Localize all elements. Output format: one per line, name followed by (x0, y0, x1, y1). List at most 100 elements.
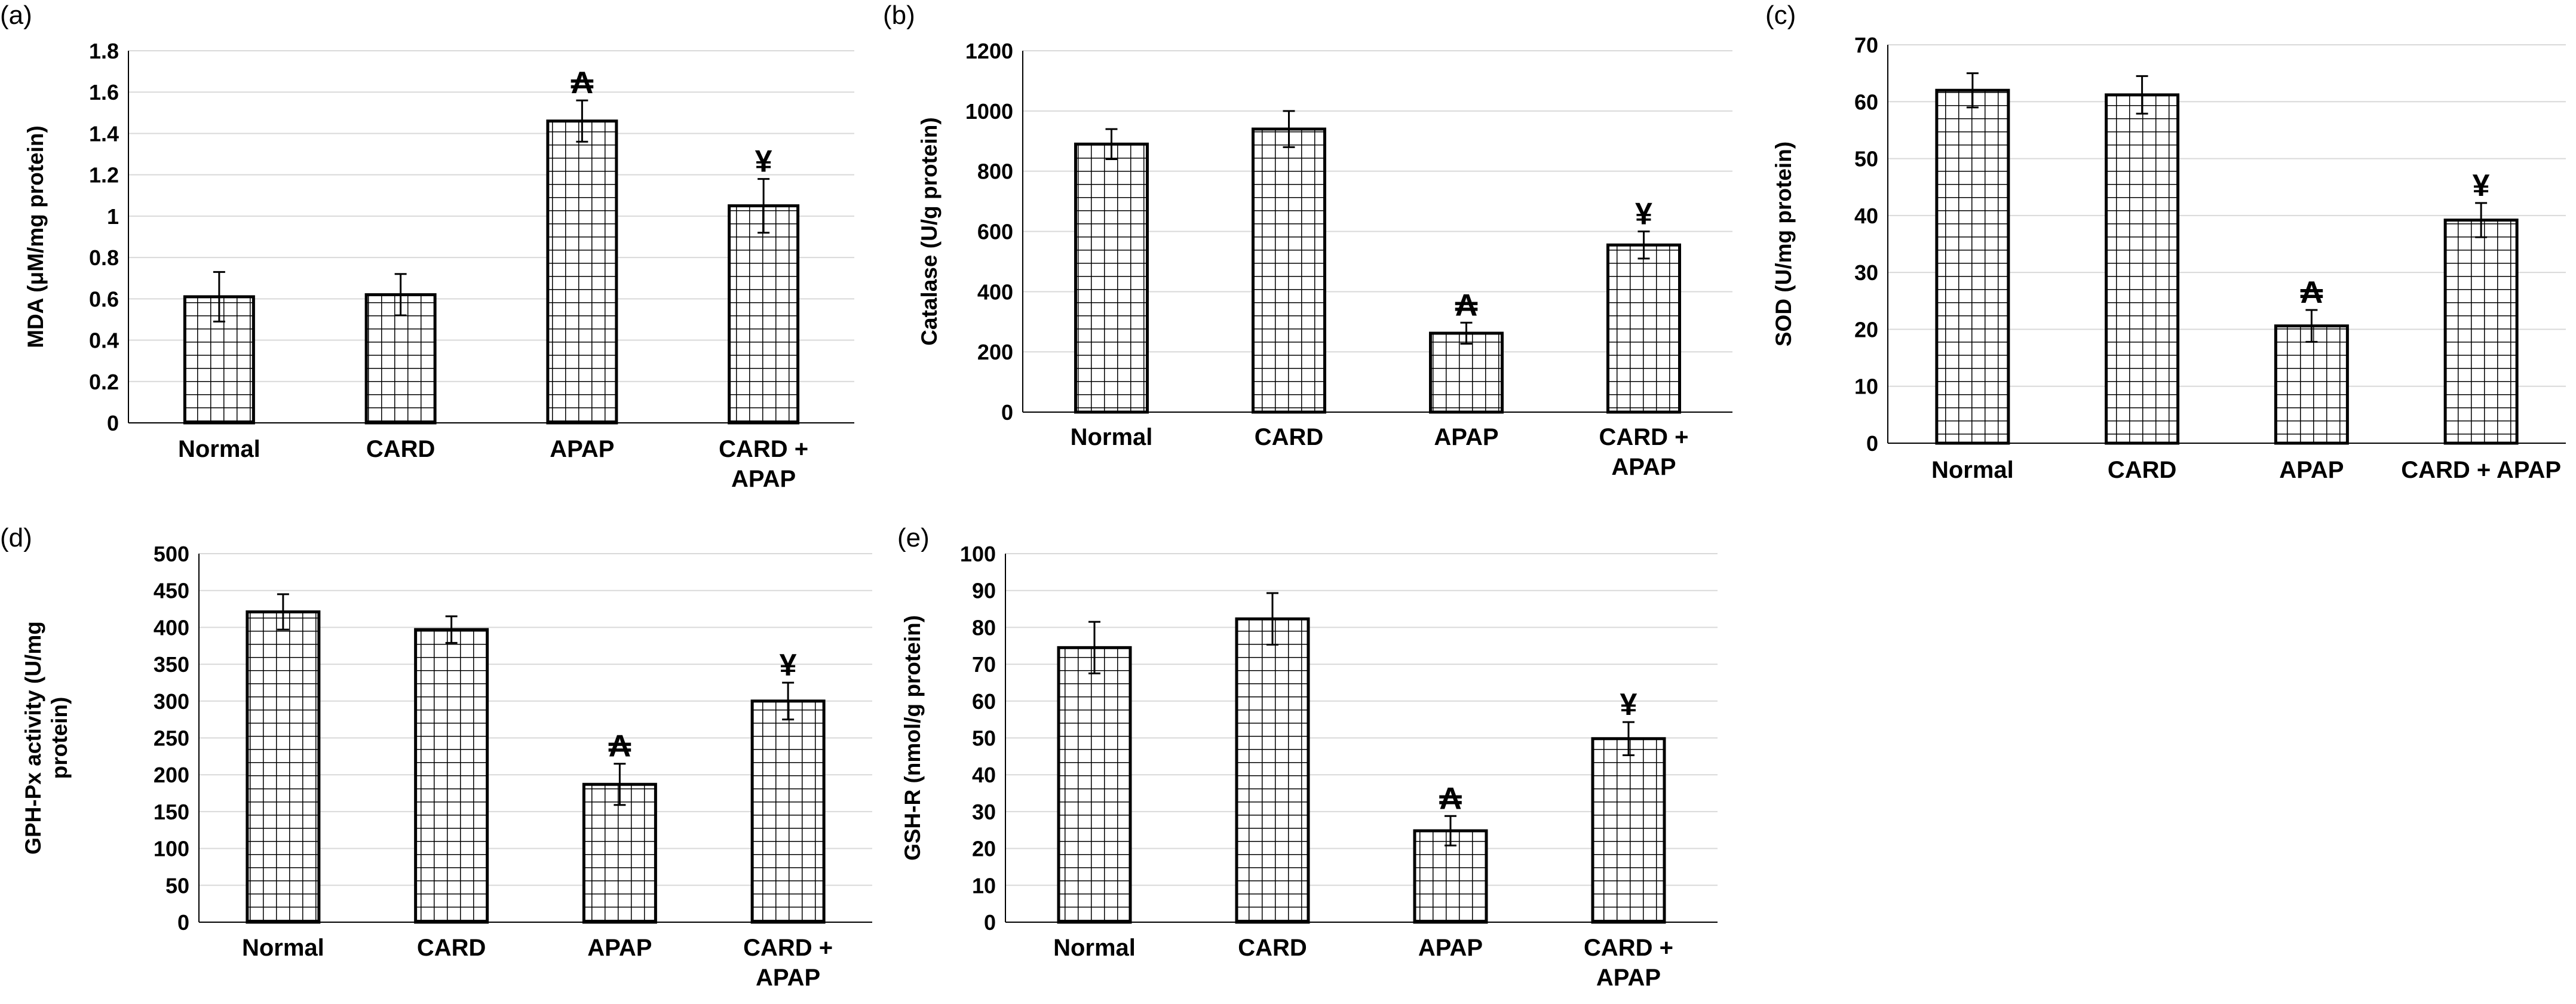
y-tick-label: 500 (154, 542, 189, 566)
y-tick-label: 1 (107, 204, 119, 229)
y-axis-title-line: GPH-Px activity (U/mg (21, 621, 45, 855)
category-label: Normal (1931, 457, 2014, 483)
panel-label: (a) (0, 1, 32, 30)
panel-b: (b) 0 200 400 600 800 1000 1200 Catalase (U/g p… (883, 1, 1732, 480)
y-axis-title: Catalase (U/g protein) (917, 117, 942, 345)
y-axis-title-line: protein) (47, 697, 72, 779)
bar (546, 119, 618, 425)
y-tick-label: 50 (972, 726, 996, 751)
panel-label: (c) (1765, 1, 1796, 30)
bar (2105, 93, 2180, 445)
y-axis-title-line: GSH-R (nmol/g protein) (900, 615, 925, 861)
panel-d: (d) 0 50 100 150 200 250 300 350 400 450 500 GPH-Px… (0, 523, 872, 991)
bar (1235, 617, 1310, 924)
chart-gph-px: 0 50 100 150 200 250 300 350 400 450 500 GPH-Px act… (21, 542, 872, 991)
y-axis-title: SOD (U/mg protein) (1771, 142, 1796, 346)
category-label: APAP (1596, 965, 1661, 991)
y-tick-label: 450 (154, 579, 189, 603)
y-tick-label: 200 (977, 340, 1013, 364)
bar (1252, 127, 1326, 414)
category-label: CARD (1238, 935, 1307, 961)
category-label: APAP (550, 436, 614, 462)
y-tick-label: 150 (154, 800, 189, 824)
category-label: CARD + (1584, 935, 1673, 961)
significance-marker: ₳ (1439, 781, 1462, 816)
y-tick-label: 1.2 (89, 163, 119, 188)
y-tick-label: 10 (972, 873, 996, 898)
y-axis-title: GPH-Px activity (U/mgprotein) (21, 621, 72, 855)
category-label: Normal (1071, 424, 1153, 450)
y-axis-title-line: Catalase (U/g protein) (917, 117, 942, 345)
bar (582, 782, 657, 924)
panel-label: (e) (897, 523, 930, 552)
bar (2274, 324, 2349, 445)
y-tick-label: 1200 (965, 39, 1013, 63)
category-label: APAP (1434, 424, 1498, 450)
y-tick-label: 250 (154, 726, 189, 751)
y-axis-title-line: SOD (U/mg protein) (1771, 142, 1796, 346)
y-tick-label: 50 (1854, 147, 1878, 171)
y-tick-label: 0 (1001, 400, 1013, 425)
category-label: CARD + APAP (2401, 457, 2561, 483)
y-tick-label: 60 (972, 689, 996, 714)
bar (728, 204, 800, 425)
panel-a: (a) 0 0.2 0.4 0.6 0.8 1 1.2 1.4 1.6 1.8 MDA (μM/mg… (0, 1, 854, 492)
chart-sod: 0 10 20 30 40 50 60 70 SOD (U/mg protein) Normal C… (1771, 33, 2566, 483)
bar (1591, 737, 1666, 924)
y-tick-label: 200 (154, 763, 189, 787)
y-axis-title: GSH-R (nmol/g protein) (900, 615, 925, 861)
y-tick-label: 1.4 (89, 121, 119, 146)
significance-marker: ¥ (755, 145, 772, 179)
bar (2443, 218, 2519, 445)
category-label: APAP (587, 935, 652, 961)
y-tick-label: 300 (154, 689, 189, 714)
bar (750, 699, 826, 924)
category-label: APAP (756, 965, 820, 991)
y-tick-label: 80 (972, 615, 996, 640)
y-tick-label: 0.8 (89, 245, 119, 270)
category-label: CARD (1255, 424, 1324, 450)
y-tick-label: 100 (154, 837, 189, 861)
category-label: CARD (2108, 457, 2177, 483)
y-tick-label: 1.8 (89, 39, 119, 63)
y-tick-label: 40 (1854, 204, 1878, 228)
y-tick-label: 0 (177, 910, 189, 935)
panel-label: (d) (0, 523, 32, 552)
bar (414, 628, 489, 924)
y-tick-label: 10 (1854, 374, 1878, 399)
category-label: APAP (731, 466, 796, 492)
y-tick-label: 100 (960, 542, 996, 566)
significance-marker: ¥ (1635, 197, 1652, 232)
category-label: CARD + (743, 935, 833, 961)
category-label: APAP (1611, 454, 1676, 480)
panel-c: (c) 0 10 20 30 40 50 60 70 SOD (U/mg protein) Nor… (1765, 1, 2566, 483)
significance-marker: ₳ (2301, 275, 2323, 310)
y-tick-label: 20 (1854, 317, 1878, 342)
y-axis-title-line: MDA (μM/mg protein) (23, 125, 48, 348)
y-tick-label: 70 (972, 652, 996, 677)
significance-marker: ¥ (780, 648, 797, 683)
y-tick-label: 40 (972, 763, 996, 787)
bar (1935, 88, 2010, 445)
category-label: CARD + (719, 436, 808, 462)
chart-gsh-r: 0 10 20 30 40 50 60 70 80 90 100 GSH-R (nmol/g prot… (900, 542, 1718, 991)
y-tick-label: 0.2 (89, 370, 119, 394)
category-label: Normal (242, 935, 324, 961)
bar (1057, 646, 1132, 924)
category-label: CARD + (1599, 424, 1688, 450)
panel-e: (e) 0 10 20 30 40 50 60 70 80 90 100 GSH-R (nmol/g … (897, 523, 1718, 991)
bar (1074, 142, 1149, 414)
panel-label: (b) (883, 1, 915, 30)
y-tick-label: 60 (1854, 90, 1878, 114)
bar (1606, 243, 1681, 414)
y-tick-label: 0 (1866, 431, 1878, 456)
category-label: APAP (2279, 457, 2344, 483)
y-tick-label: 50 (165, 873, 189, 898)
y-tick-label: 800 (977, 159, 1013, 184)
y-tick-label: 0.6 (89, 287, 119, 311)
chart-mda: 0 0.2 0.4 0.6 0.8 1 1.2 1.4 1.6 1.8 MDA (μM/mg pro… (23, 39, 854, 492)
y-tick-label: 1.6 (89, 80, 119, 105)
significance-marker: ₳ (571, 66, 594, 100)
category-label: Normal (178, 436, 260, 462)
